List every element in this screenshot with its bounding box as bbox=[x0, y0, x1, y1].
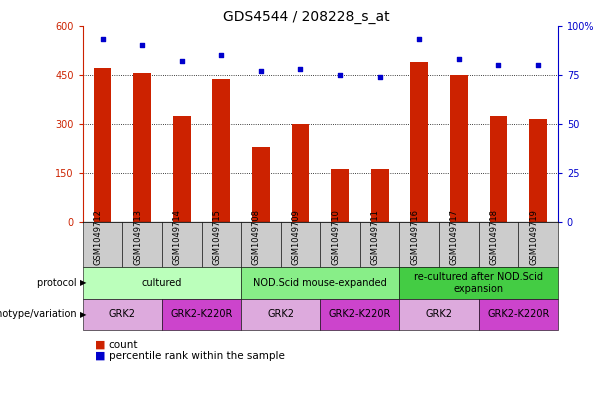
Bar bbox=[173, 116, 191, 222]
Text: GRK2-K220R: GRK2-K220R bbox=[487, 309, 549, 320]
Bar bbox=[371, 169, 389, 222]
Text: NOD.Scid mouse-expanded: NOD.Scid mouse-expanded bbox=[253, 278, 387, 288]
Text: GSM1049716: GSM1049716 bbox=[410, 209, 419, 265]
Point bbox=[216, 52, 226, 58]
Bar bbox=[331, 169, 349, 222]
Text: GRK2-K220R: GRK2-K220R bbox=[329, 309, 391, 320]
Text: ■: ■ bbox=[95, 351, 105, 361]
Text: GRK2: GRK2 bbox=[267, 309, 294, 320]
Text: GRK2: GRK2 bbox=[425, 309, 452, 320]
Text: GSM1049717: GSM1049717 bbox=[450, 209, 459, 265]
Text: cultured: cultured bbox=[142, 278, 182, 288]
Point bbox=[454, 56, 464, 62]
Bar bbox=[213, 79, 230, 222]
Bar bbox=[490, 116, 508, 222]
Text: ▶: ▶ bbox=[80, 279, 86, 287]
Point bbox=[335, 72, 345, 78]
Point bbox=[493, 62, 503, 68]
Text: GSM1049710: GSM1049710 bbox=[331, 209, 340, 265]
Text: GRK2-K220R: GRK2-K220R bbox=[170, 309, 233, 320]
Bar bbox=[529, 119, 547, 222]
Point bbox=[137, 42, 147, 48]
Text: re-cultured after NOD.Scid
expansion: re-cultured after NOD.Scid expansion bbox=[414, 272, 543, 294]
Bar bbox=[410, 62, 428, 222]
Text: genotype/variation: genotype/variation bbox=[0, 309, 80, 320]
Text: percentile rank within the sample: percentile rank within the sample bbox=[109, 351, 284, 361]
Point bbox=[177, 58, 186, 64]
Point bbox=[414, 36, 424, 42]
Text: count: count bbox=[109, 340, 138, 350]
Text: GDS4544 / 208228_s_at: GDS4544 / 208228_s_at bbox=[223, 10, 390, 24]
Text: GRK2: GRK2 bbox=[109, 309, 136, 320]
Text: GSM1049714: GSM1049714 bbox=[173, 209, 181, 265]
Bar bbox=[252, 147, 270, 222]
Point bbox=[97, 36, 107, 42]
Text: ▶: ▶ bbox=[80, 310, 86, 319]
Point bbox=[533, 62, 543, 68]
Bar bbox=[133, 73, 151, 222]
Text: GSM1049715: GSM1049715 bbox=[212, 209, 221, 265]
Text: GSM1049711: GSM1049711 bbox=[371, 209, 379, 265]
Bar bbox=[94, 68, 112, 222]
Point bbox=[295, 66, 305, 72]
Text: GSM1049718: GSM1049718 bbox=[489, 209, 498, 265]
Text: protocol: protocol bbox=[37, 278, 80, 288]
Bar bbox=[450, 75, 468, 222]
Text: GSM1049708: GSM1049708 bbox=[252, 209, 261, 265]
Bar bbox=[292, 125, 310, 222]
Text: ■: ■ bbox=[95, 340, 105, 350]
Point bbox=[375, 73, 384, 80]
Text: GSM1049719: GSM1049719 bbox=[529, 209, 538, 265]
Text: GSM1049712: GSM1049712 bbox=[94, 209, 102, 265]
Text: GSM1049713: GSM1049713 bbox=[133, 209, 142, 265]
Point bbox=[256, 68, 266, 74]
Text: GSM1049709: GSM1049709 bbox=[292, 209, 300, 265]
